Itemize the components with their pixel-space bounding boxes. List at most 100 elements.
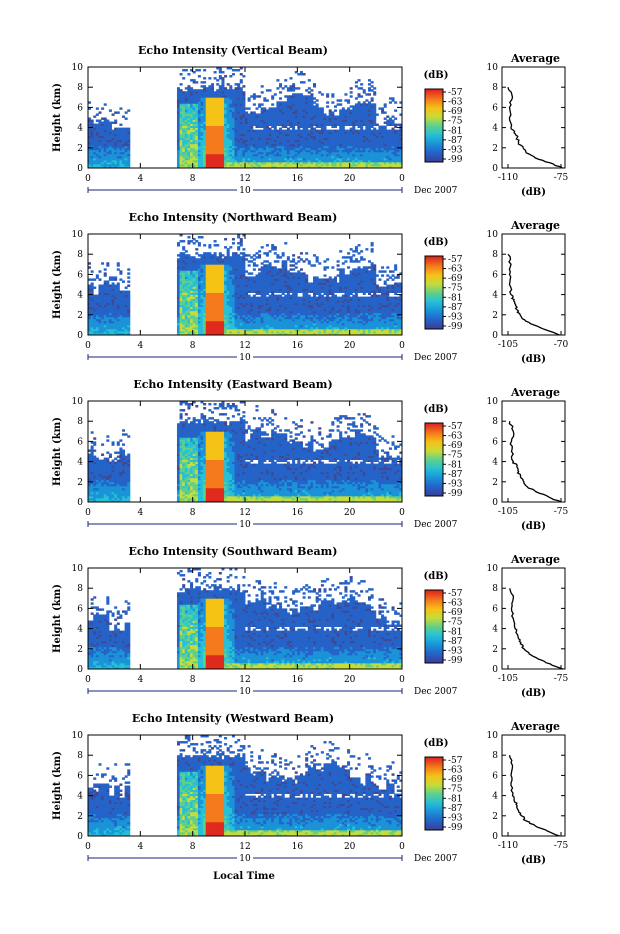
heatmap-cell: [114, 285, 117, 287]
heatmap-cell: [182, 91, 185, 93]
colorbar-tick-label: -87: [448, 136, 463, 146]
heatmap-cell: [127, 291, 130, 293]
heatmap-cell: [119, 291, 122, 293]
heatmap-cell: [106, 120, 109, 122]
heatmap-cell: [114, 120, 117, 122]
heatmap-cell: [324, 113, 327, 115]
heatmap-cell: [109, 276, 112, 278]
heatmap-cell: [112, 276, 115, 278]
heatmap-cell: [261, 130, 264, 132]
heatmap-cell: [279, 128, 282, 130]
heatmap-cell: [303, 95, 306, 97]
heatmap-cell: [255, 95, 258, 97]
heatmap-cell: [248, 97, 251, 99]
heatmap-cell: [363, 101, 366, 103]
heatmap-cell: [381, 107, 384, 109]
heatmap-cell: [289, 130, 292, 132]
heatmap-cell: [274, 93, 277, 95]
date-label: Dec 2007: [414, 186, 458, 196]
heatmap-cell: [227, 89, 230, 91]
heatmap-cell: [221, 77, 224, 79]
heatmap-cell: [394, 101, 397, 103]
heatmap-cell: [371, 97, 374, 99]
x-tick-label: 12: [239, 174, 250, 184]
heatmap-cell: [216, 83, 219, 85]
heatmap-cell: [237, 83, 240, 85]
heatmap-cell: [253, 111, 256, 113]
heatmap-cell: [193, 242, 196, 244]
heatmap-cell: [198, 242, 201, 244]
heatmap-cell: [219, 252, 222, 254]
heatmap-cell: [316, 103, 319, 105]
panel-title: Echo Intensity (Northward Beam): [129, 211, 338, 224]
heatmap-cell: [350, 91, 353, 93]
heatmap-cell: [232, 89, 235, 91]
heatmap-cell: [289, 77, 292, 79]
heatmap-cell: [368, 83, 371, 85]
heatmap-cell: [284, 130, 287, 132]
heatmap-cell: [96, 274, 99, 276]
heatmap-cell: [182, 69, 185, 71]
heatmap-cell: [344, 130, 347, 132]
heatmap-cell: [96, 113, 99, 115]
heatmap-cell: [284, 85, 287, 87]
heatmap-cell: [274, 107, 277, 109]
heatmap-cell: [242, 75, 245, 77]
heatmap-cell: [253, 93, 256, 95]
heatmap-cell: [394, 130, 397, 132]
heatmap-cell: [198, 258, 201, 260]
panel-title: Echo Intensity (Vertical Beam): [138, 44, 328, 57]
heatmap-cell: [203, 85, 206, 87]
heatmap-cell: [127, 128, 130, 130]
heatmap-cell: [185, 91, 188, 93]
heatmap-cell: [394, 109, 397, 111]
heatmap-cell: [271, 130, 274, 132]
heatmap-cell: [114, 276, 117, 278]
heatmap-cell: [344, 93, 347, 95]
heatmap-cell: [214, 240, 217, 242]
heatmap-cell: [392, 115, 395, 117]
heatmap-cell: [292, 93, 295, 95]
heatmap-cell: [190, 87, 193, 89]
day-label: 10: [239, 186, 251, 196]
heatmap-cell: [119, 107, 122, 109]
heatmap-cell: [187, 236, 190, 238]
x-tick-label: 20: [344, 174, 356, 184]
heatmap-cell: [253, 130, 256, 132]
heatmap-cell: [119, 270, 122, 272]
heatmap-cell: [331, 101, 334, 103]
heatmap-cell: [258, 130, 261, 132]
heatmap-cell: [300, 93, 303, 95]
heatmap-cell: [331, 130, 334, 132]
heatmap-cell: [127, 280, 130, 282]
heatmap-cell: [229, 85, 232, 87]
heatmap-cell: [119, 128, 122, 130]
heatmap-cell: [193, 79, 196, 81]
heatmap-cell: [198, 89, 201, 91]
heatmap-cell: [373, 87, 376, 89]
heatmap-cell: [201, 254, 204, 256]
heatmap-cell: [245, 111, 248, 113]
heatmap-cell: [232, 252, 235, 254]
heatmap-cell: [193, 89, 196, 91]
heatmap-cell: [198, 254, 201, 256]
heatmap-cell: [331, 93, 334, 95]
heatmap-cell: [371, 89, 374, 91]
heatmap-cell: [287, 128, 290, 130]
heatmap-cell: [101, 122, 104, 124]
heatmap-cell: [276, 101, 279, 103]
heatmap-cell: [300, 130, 303, 132]
heatmap-cell: [326, 101, 329, 103]
heatmap-cell: [227, 248, 230, 250]
heatmap-cell: [363, 89, 366, 91]
heatmap-cell: [308, 79, 311, 81]
heatmap-cell: [127, 272, 130, 274]
heatmap-cell: [127, 109, 130, 111]
heatmap-cell: [187, 73, 190, 75]
heatmap-cell: [190, 240, 193, 242]
heatmap-cell: [326, 93, 329, 95]
heatmap-cell: [339, 99, 342, 101]
heatmap-cell: [337, 115, 340, 117]
